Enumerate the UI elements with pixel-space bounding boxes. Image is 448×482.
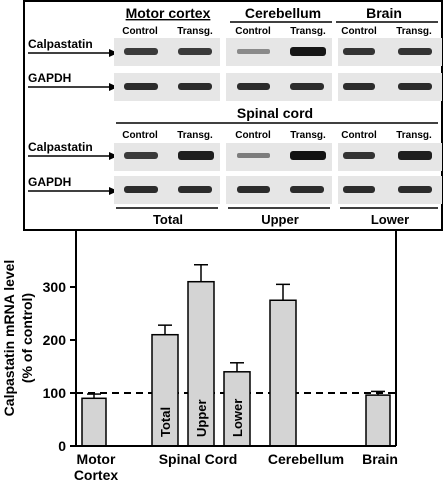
blot-arrowhead-calpastatin-spinal [109,152,118,160]
blot-lane-control-2: Control [235,26,271,37]
bars [81,263,391,447]
blot-arrowhead-gapdh-top [109,83,118,91]
y-axis-label-line1: Calpastatin mRNA level [1,260,17,417]
blot-title-motor-cortex: Motor cortex [126,5,211,21]
blot-lane-control-1: Control [122,26,158,37]
blot-row-label-gapdh-spinal: GAPDH [28,175,71,189]
blot-row-label-calpastatin-top: Calpastatin [28,37,93,51]
bar-label-lower: Lower [230,399,245,437]
blot-lane-transg-1: Transg. [177,26,213,37]
gel-strips-top [114,38,442,101]
blot-row-label-calpastatin-spinal: Calpastatin [28,140,93,154]
blot-group-upper: Upper [261,212,299,227]
blot-lane-control-3: Control [341,26,377,37]
blot-lane-control-6: Control [341,130,377,141]
blot-arrowhead-calpastatin-top [109,49,118,57]
blot-lane-transg-2: Transg. [290,26,326,37]
gel-strips-spinal [114,143,442,204]
bar-label-total: Total [158,407,173,437]
bar-cerebellum [269,299,297,447]
y-tick-label-300: 300 [43,279,67,295]
bar-chart: Calpastatin mRNA level (% of control) 0 1… [1,230,398,482]
x-label-spinal-cord: Spinal Cord [159,451,238,467]
x-label-motor-line2: Cortex [74,467,119,482]
blot-group-lower: Lower [371,212,409,227]
x-label-motor-line1: Motor [77,451,116,467]
blot-group-total: Total [153,212,183,227]
blot-arrowhead-gapdh-spinal [109,187,118,195]
blot-lane-transg-6: Transg. [396,130,432,141]
blot-panel: Motor cortex Cerebellum Brain Control Tr… [23,0,443,231]
bar-brain [365,394,391,447]
y-tick-label-100: 100 [43,385,67,401]
y-axis-ticks: 0 100 200 300 [43,279,76,454]
bar-motor-cortex [81,397,107,447]
blot-lane-control-4: Control [122,130,158,141]
y-tick-label-0: 0 [58,438,66,454]
x-label-brain: Brain [362,451,398,467]
blot-title-cerebellum: Cerebellum [245,5,321,21]
y-axis-label-line2: (% of control) [19,293,35,383]
x-label-cerebellum: Cerebellum [268,451,344,467]
blot-lane-control-5: Control [235,130,271,141]
bar-label-upper: Upper [194,399,209,437]
blot-lane-transg-5: Transg. [290,130,326,141]
blot-title-brain: Brain [366,5,402,21]
blot-row-label-gapdh-top: GAPDH [28,71,71,85]
blot-lane-transg-3: Transg. [396,26,432,37]
blot-lane-transg-4: Transg. [177,130,213,141]
blot-title-spinal-cord: Spinal cord [237,105,313,121]
y-tick-label-200: 200 [43,332,67,348]
